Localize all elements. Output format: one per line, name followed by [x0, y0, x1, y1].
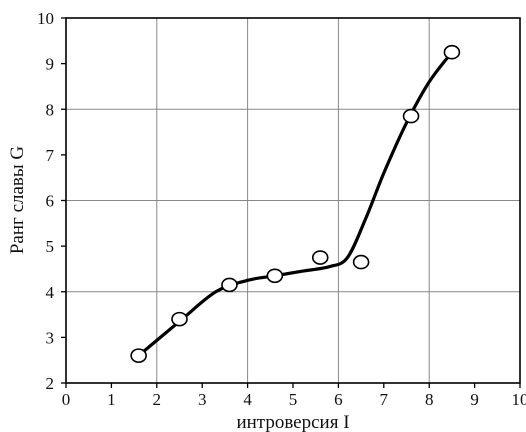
x-tick-label: 7 [380, 390, 389, 409]
y-tick-label: 4 [46, 283, 55, 302]
data-point [443, 44, 461, 60]
x-tick-label: 3 [198, 390, 207, 409]
x-tick-label: 8 [425, 390, 434, 409]
data-point [171, 311, 188, 327]
y-tick-label: 6 [46, 192, 55, 211]
data-point [402, 108, 420, 124]
y-tick-label: 2 [46, 374, 55, 393]
x-tick-label: 5 [289, 390, 298, 409]
y-tick-label: 9 [46, 55, 55, 74]
x-axis-title: интроверсия I [236, 412, 349, 432]
y-axis-title: Ранг славы G [7, 146, 28, 255]
x-tick-label: 0 [62, 390, 71, 409]
y-tick-label: 7 [46, 146, 55, 165]
x-tick-labels: 0 1 2 3 4 5 6 7 8 9 10 [62, 383, 526, 409]
x-tick-label: 1 [107, 390, 116, 409]
data-points [130, 44, 461, 363]
x-tick-label: 9 [470, 390, 479, 409]
data-point [352, 254, 370, 270]
y-tick-label: 10 [37, 9, 54, 28]
grid [66, 18, 520, 383]
data-point [130, 348, 147, 363]
trend-curve [137, 50, 454, 358]
x-tick-label: 6 [334, 390, 343, 409]
x-tick-label: 2 [153, 390, 162, 409]
y-tick-label: 5 [46, 237, 55, 256]
x-tick-label: 10 [512, 390, 526, 409]
x-tick-label: 4 [243, 390, 252, 409]
y-tick-label: 8 [46, 100, 55, 119]
y-tick-labels: 2 3 4 5 6 7 8 9 10 [37, 9, 66, 393]
data-point [266, 268, 284, 284]
y-tick-label: 3 [46, 328, 55, 347]
data-point [311, 250, 329, 265]
data-point [221, 277, 238, 293]
